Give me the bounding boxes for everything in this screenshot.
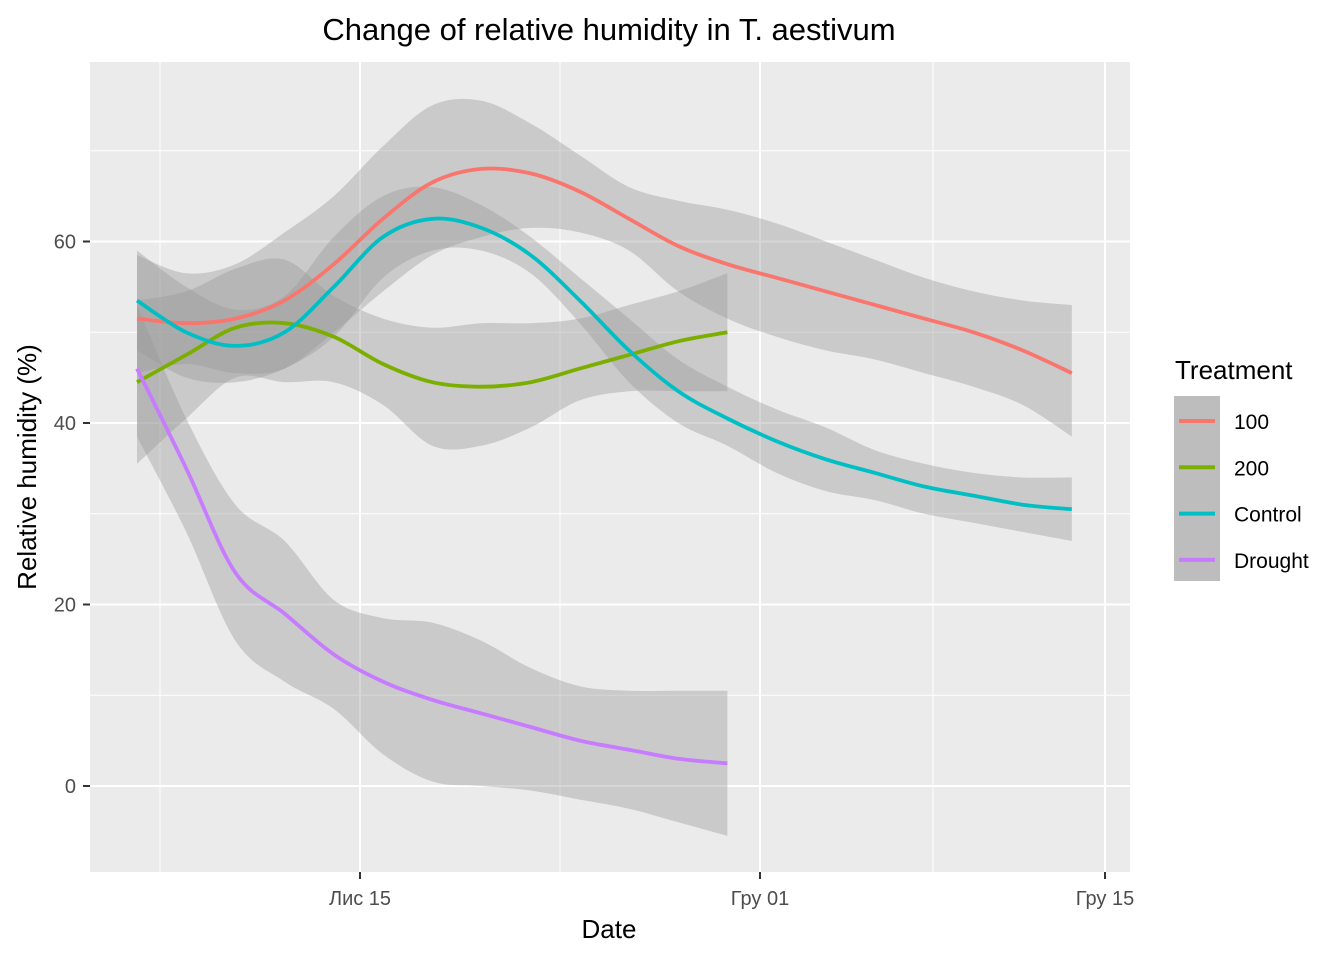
series-lines (135, 166, 1073, 766)
y-tick-label: 20 (54, 595, 76, 617)
ribbon-control (137, 186, 1072, 542)
y-tick-label: 40 (54, 413, 76, 435)
y-tick-label: 60 (54, 232, 76, 254)
x-tick-label: Лис 15 (329, 888, 391, 910)
legend-keys: 100 200 Control Drought (1174, 396, 1309, 581)
ribbon-200 (137, 258, 728, 464)
ribbon-drought (137, 305, 728, 836)
x-axis-title: Date (582, 914, 637, 944)
legend-label-drought: Drought (1234, 550, 1309, 573)
y-tick-label: 0 (65, 776, 76, 798)
series-line-100 (136, 166, 1073, 375)
x-tick-label: Гру 01 (731, 888, 789, 910)
ribbon-100 (137, 98, 1072, 437)
legend: Treatment 100 200 Control Drought (1174, 355, 1309, 581)
x-tick-label: Гру 15 (1076, 888, 1134, 910)
plot-panel (90, 62, 1130, 872)
series-line-200 (136, 320, 728, 389)
tick-labels: 0 20 40 60 Лис 15 Гру 01 Гру 15 (54, 232, 1134, 911)
legend-label-200: 200 (1234, 457, 1269, 480)
legend-title: Treatment (1175, 355, 1293, 385)
chart-title: Change of relative humidity in T. aestiv… (322, 12, 895, 47)
series-line-control (135, 216, 1072, 512)
axis-ticks (83, 240, 1106, 879)
series-line-drought (135, 367, 728, 766)
y-axis-title: Relative humidity (%) (12, 344, 42, 590)
legend-label-100: 100 (1234, 411, 1269, 434)
confidence-ribbons (137, 98, 1072, 836)
legend-key-background (1174, 396, 1220, 581)
legend-label-control: Control (1234, 504, 1302, 527)
grid-major (90, 62, 1130, 872)
